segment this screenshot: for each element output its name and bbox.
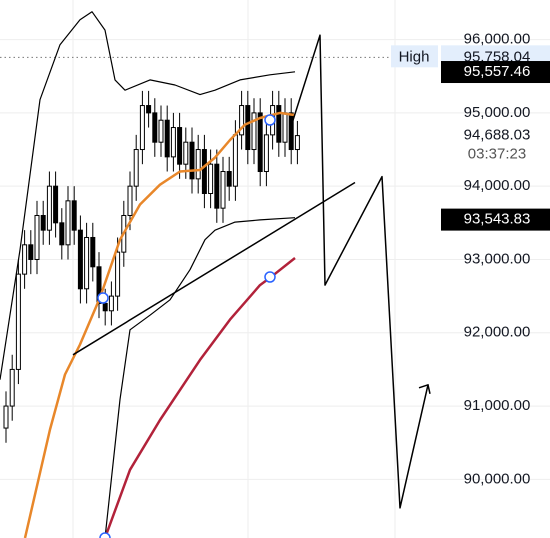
y-tick-label: 93,000.00 xyxy=(464,250,531,267)
y-tick-label: 91,000.00 xyxy=(464,397,531,414)
high-label: High xyxy=(399,48,430,65)
candle-body xyxy=(158,119,164,143)
candle-body xyxy=(164,119,170,158)
candle-body xyxy=(9,368,15,407)
candle-body xyxy=(53,185,59,224)
price-axis: 90,000.00 91,000.00 92,000.00 93,000.00 94,0… xyxy=(391,31,550,487)
candle-body xyxy=(152,112,158,143)
high-label-box xyxy=(391,45,438,68)
candle-body xyxy=(146,105,152,114)
y-tick-label: 92,000.00 xyxy=(464,324,531,341)
candle-body xyxy=(139,105,145,151)
candle-body xyxy=(220,171,226,209)
candle-body xyxy=(3,405,9,429)
candle-body xyxy=(251,112,257,151)
candle-body xyxy=(65,200,71,246)
candle-body xyxy=(115,251,121,297)
line xyxy=(0,11,296,380)
candle-body xyxy=(201,149,207,195)
candle-body xyxy=(46,185,52,231)
y-tick-label: 96,000.00 xyxy=(464,31,531,48)
plot xyxy=(0,11,440,538)
candle-body xyxy=(239,105,245,136)
candle-body xyxy=(96,266,102,304)
candle-body xyxy=(214,163,220,209)
candle-body xyxy=(177,127,183,165)
line xyxy=(289,34,429,509)
candle-body xyxy=(245,105,251,151)
candle-body xyxy=(183,141,189,165)
y-tick-label: 90,000.00 xyxy=(464,470,531,487)
candle-body xyxy=(15,273,21,370)
price-tag-label: 93,543.83 xyxy=(464,211,531,228)
handle xyxy=(264,271,276,283)
y-tick-label: 94,000.00 xyxy=(464,177,531,194)
candle-body xyxy=(77,229,83,290)
handle xyxy=(99,532,111,538)
candle-body xyxy=(102,302,108,312)
price-tag-label: 95,557.46 xyxy=(464,63,531,80)
candle-body xyxy=(133,149,139,187)
candle-body xyxy=(59,222,65,246)
countdown: 03:37:23 xyxy=(468,146,526,163)
candle-body xyxy=(170,127,176,158)
handle xyxy=(264,114,276,126)
candle-body xyxy=(282,112,288,143)
candle-body xyxy=(108,295,114,312)
handle xyxy=(97,292,109,304)
candle-body xyxy=(127,185,133,216)
candle-body xyxy=(195,149,201,180)
last-price-box xyxy=(441,123,550,166)
arrowhead xyxy=(418,383,431,394)
price-tag xyxy=(441,208,550,231)
candle-body xyxy=(28,244,34,260)
candle-body xyxy=(22,244,28,275)
line xyxy=(72,181,356,356)
candle-body xyxy=(232,134,238,187)
drawing-handles xyxy=(97,114,276,538)
candle-body xyxy=(71,200,77,231)
candle-body xyxy=(34,214,40,260)
price-tag xyxy=(441,61,550,84)
candle-body xyxy=(189,141,195,180)
line xyxy=(104,217,296,538)
candle-body xyxy=(257,112,263,173)
candle-body xyxy=(40,214,46,231)
y-tick-label: 95,000.00 xyxy=(464,104,531,121)
candle-body xyxy=(208,163,214,195)
candle-body xyxy=(90,236,96,268)
candle-body xyxy=(288,112,294,151)
candle-body xyxy=(276,105,282,143)
last-price: 94,688.03 xyxy=(464,127,531,144)
candle-body xyxy=(294,135,300,151)
candle-body xyxy=(226,171,232,187)
line xyxy=(103,257,296,538)
candle-body xyxy=(84,236,90,290)
candle-body xyxy=(263,134,269,173)
line xyxy=(23,111,296,538)
